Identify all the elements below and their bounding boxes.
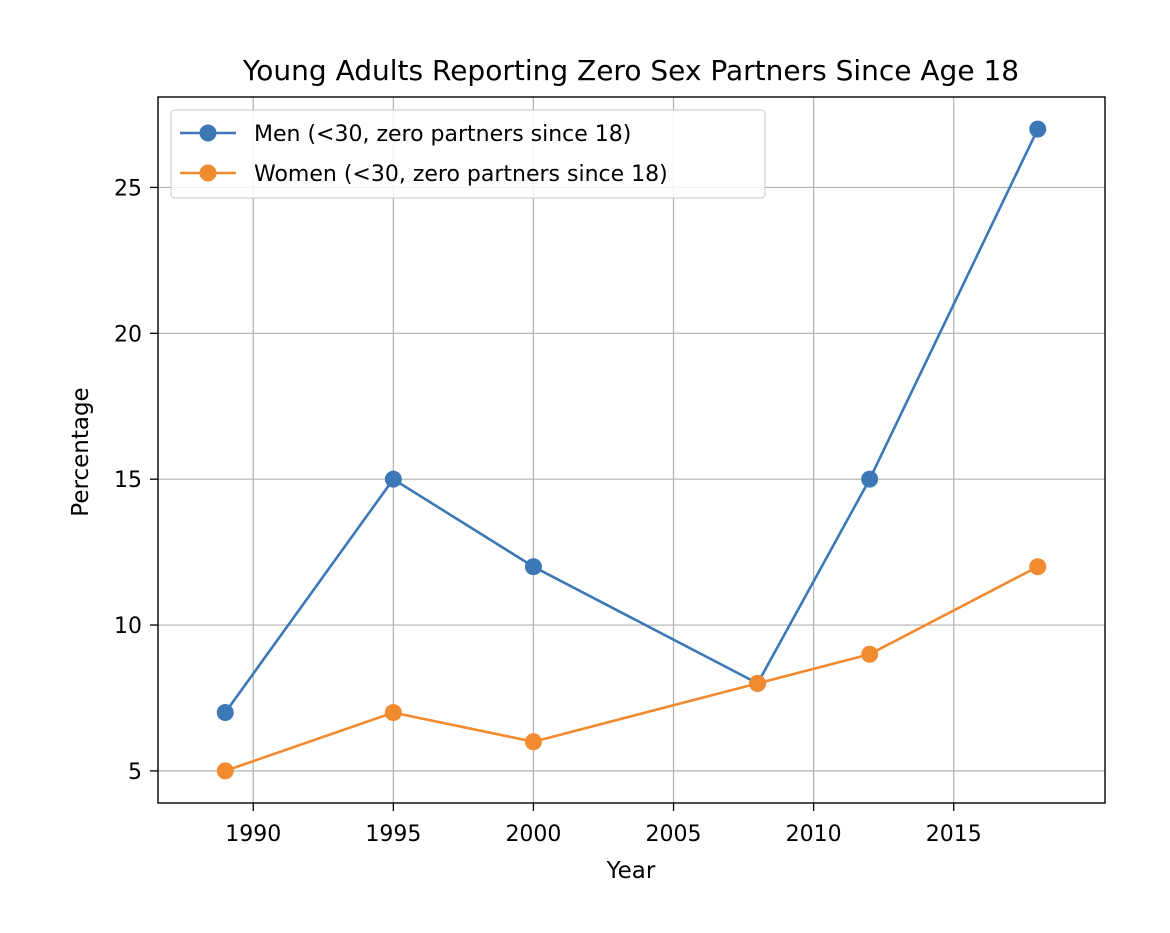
legend-box — [170, 109, 766, 199]
series-line-1 — [224, 565, 1039, 773]
x-tick-label: 1990 — [225, 822, 281, 847]
legend: Men (<30, zero partners since 18) Women (… — [170, 109, 766, 199]
series-layer — [216, 120, 1047, 780]
legend-marker-1 — [199, 164, 217, 182]
legend-marker-0 — [199, 124, 217, 142]
axis-ticks: 1990 1995 2000 2005 2010 2015 5 10 15 20 25 — [114, 176, 982, 847]
x-tick-label: 2015 — [926, 822, 982, 847]
series-0-point — [1029, 120, 1047, 138]
series-0-point — [216, 704, 234, 722]
y-tick-label: 10 — [114, 614, 142, 639]
series-0-point — [384, 470, 402, 488]
y-tick-label: 15 — [114, 468, 142, 493]
series-1-point — [216, 762, 234, 780]
series-0-point — [524, 558, 542, 576]
x-axis-label: Year — [606, 858, 656, 884]
plot-frame — [157, 96, 1106, 804]
grid — [158, 97, 1105, 803]
series-1-point — [1029, 558, 1047, 576]
series-1-point — [384, 704, 402, 722]
series-line-0 — [224, 128, 1039, 714]
y-tick-label: 20 — [114, 322, 142, 347]
y-axis-label: Percentage — [68, 387, 94, 516]
series-1-point — [861, 645, 879, 663]
series-0-point — [861, 470, 879, 488]
x-tick-label: 2005 — [646, 822, 702, 847]
y-tick-label: 5 — [128, 760, 142, 785]
series-1-point — [749, 674, 767, 692]
x-tick-label: 2000 — [505, 822, 561, 847]
legend-label-0: Men (<30, zero partners since 18) — [254, 122, 631, 147]
chart-title: Young Adults Reporting Zero Sex Partners… — [242, 54, 1019, 87]
x-tick-label: 1995 — [365, 822, 421, 847]
legend-label-1: Women (<30, zero partners since 18) — [254, 162, 668, 187]
series-1-point — [524, 733, 542, 751]
y-tick-label: 25 — [114, 176, 142, 201]
x-tick-label: 2010 — [786, 822, 842, 847]
